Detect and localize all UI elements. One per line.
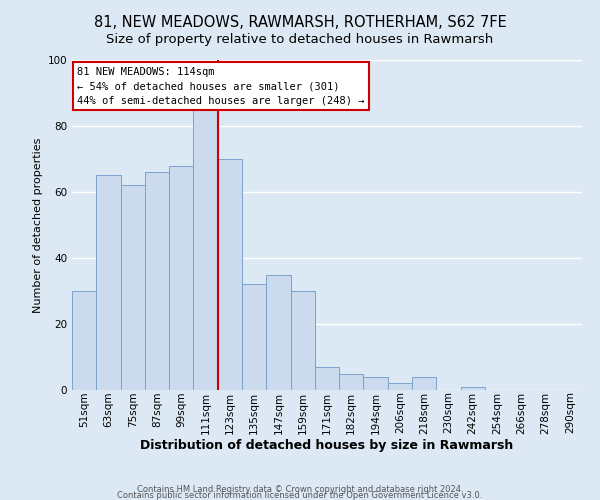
Bar — [145, 172, 169, 390]
Bar — [290, 291, 315, 390]
Text: Contains HM Land Registry data © Crown copyright and database right 2024.: Contains HM Land Registry data © Crown c… — [137, 485, 463, 494]
Bar — [315, 367, 339, 390]
Bar — [96, 176, 121, 390]
Bar — [364, 377, 388, 390]
Text: 81, NEW MEADOWS, RAWMARSH, ROTHERHAM, S62 7FE: 81, NEW MEADOWS, RAWMARSH, ROTHERHAM, S6… — [94, 15, 506, 30]
Bar — [461, 386, 485, 390]
Bar — [121, 186, 145, 390]
Text: Contains public sector information licensed under the Open Government Licence v3: Contains public sector information licen… — [118, 490, 482, 500]
Text: Size of property relative to detached houses in Rawmarsh: Size of property relative to detached ho… — [106, 32, 494, 46]
Bar — [218, 159, 242, 390]
Bar — [412, 377, 436, 390]
Bar — [72, 291, 96, 390]
Bar — [169, 166, 193, 390]
Bar — [388, 384, 412, 390]
Bar — [193, 110, 218, 390]
Bar — [266, 274, 290, 390]
Text: 81 NEW MEADOWS: 114sqm
← 54% of detached houses are smaller (301)
44% of semi-de: 81 NEW MEADOWS: 114sqm ← 54% of detached… — [77, 66, 365, 106]
Bar — [339, 374, 364, 390]
Bar — [242, 284, 266, 390]
X-axis label: Distribution of detached houses by size in Rawmarsh: Distribution of detached houses by size … — [140, 439, 514, 452]
Y-axis label: Number of detached properties: Number of detached properties — [34, 138, 43, 312]
